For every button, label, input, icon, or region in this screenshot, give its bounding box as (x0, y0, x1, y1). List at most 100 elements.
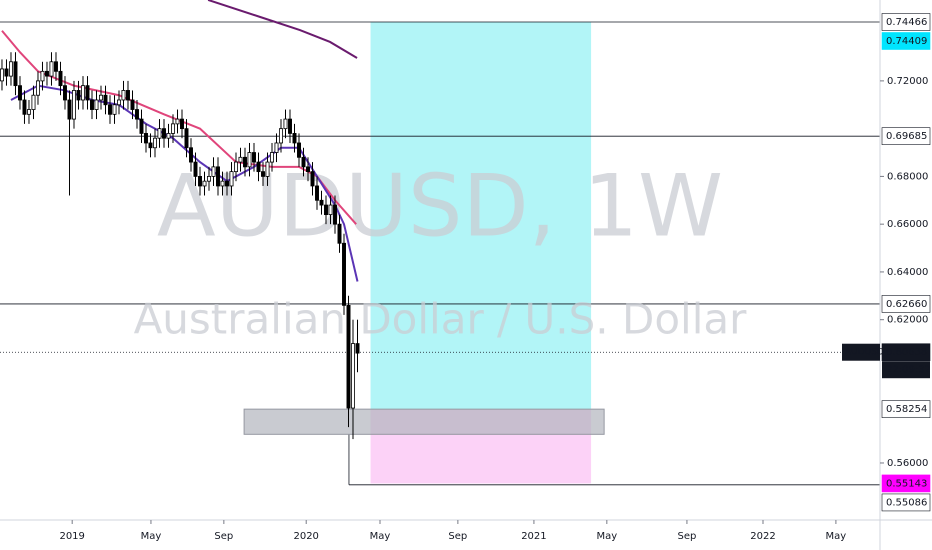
price-badge (881, 295, 931, 313)
candle-body (301, 156, 306, 168)
price-badge (881, 13, 931, 31)
candle-body (76, 90, 81, 101)
candle-body (148, 142, 153, 149)
countdown-label: 22:09:32 (886, 365, 931, 376)
candle-body (297, 142, 301, 158)
candle-body (180, 118, 184, 130)
candle-body (130, 99, 135, 110)
candle-body (166, 133, 171, 139)
candle-body (238, 156, 243, 163)
candle-body (0, 68, 4, 82)
symbol-label: AUDUSD (845, 348, 884, 358)
price-badge-label: 0.58254 (886, 404, 927, 415)
candle-body (283, 118, 288, 130)
candle-body (162, 128, 166, 139)
candle-body (202, 180, 207, 187)
candle-body (351, 343, 355, 409)
candle-body (58, 70, 63, 87)
candle-body (9, 61, 13, 77)
candle-body (333, 204, 337, 225)
candle-body (315, 185, 319, 201)
candle-body (72, 90, 76, 120)
candle-body (157, 128, 162, 139)
target-area (370, 21, 592, 410)
price-badge-label: 0.69685 (886, 131, 927, 142)
candle-body (216, 166, 220, 187)
symbol-badge (842, 343, 880, 361)
candle-body (324, 204, 328, 216)
candle-body (337, 223, 342, 244)
candle-body (144, 133, 148, 144)
price-badge (881, 474, 931, 493)
x-tick-label: Sep (448, 531, 467, 542)
watermark-subtitle: Australian Dollar / U.S. Dollar (134, 295, 748, 344)
support-zone (243, 408, 605, 435)
candle-body (40, 70, 45, 82)
candle-body (193, 161, 198, 177)
candle-body (94, 99, 99, 110)
candle-body (126, 90, 130, 101)
candle-body (229, 171, 234, 187)
candle-body (31, 94, 36, 110)
candle-body (274, 142, 279, 153)
candle-body (85, 85, 90, 101)
candle-body (4, 68, 9, 77)
candle-body (67, 99, 72, 120)
candle-body (234, 161, 238, 173)
candle-body (292, 133, 297, 144)
x-tick-label: 2021 (521, 531, 546, 542)
candle-body (121, 90, 126, 101)
candle-body (184, 128, 189, 149)
candle-body (112, 104, 117, 115)
price-badge (881, 32, 931, 50)
candle-body (198, 176, 202, 187)
price-badge-label: 0.74466 (886, 17, 927, 28)
candle-body (265, 161, 270, 177)
candle-body (45, 70, 49, 77)
candle-body (288, 118, 292, 134)
x-tick-label: 2019 (59, 531, 84, 542)
candle-body (342, 242, 346, 306)
price-badge-label: 0.60638 (886, 347, 927, 358)
candle-body (22, 99, 27, 115)
candle-body (252, 152, 256, 163)
candle-body (36, 80, 40, 96)
y-tick-label: 0.64000 (887, 267, 928, 278)
candle-body (63, 85, 67, 101)
x-tick-label: 2020 (293, 531, 318, 542)
candle-body (328, 204, 333, 216)
x-tick-label: May (141, 531, 162, 542)
candle-body (135, 109, 139, 120)
candle-body (27, 109, 31, 115)
candle-body (117, 99, 121, 106)
price-badge (881, 343, 931, 362)
candle-body (171, 123, 175, 134)
candle-body (261, 171, 265, 177)
candle-body (256, 161, 261, 173)
candle-body (207, 176, 211, 182)
candle-body (153, 137, 157, 149)
y-tick-label: 0.62000 (887, 315, 928, 326)
price-badge-label: 0.55086 (886, 497, 927, 508)
candle-body (355, 343, 360, 354)
price-badge (881, 127, 931, 145)
candle-body (247, 152, 252, 168)
candle-body (225, 180, 229, 187)
candle-body (54, 61, 58, 72)
candle-body (310, 171, 315, 187)
price-badge (881, 493, 931, 512)
price-badge-label: 0.74409 (886, 36, 927, 47)
candle-body (103, 94, 108, 106)
x-tick-label: May (596, 531, 617, 542)
candle-body (270, 152, 274, 163)
candle-body (346, 304, 351, 409)
candle-body (175, 118, 180, 125)
candle-body (319, 199, 324, 206)
price-badge-label: 0.62660 (886, 299, 927, 310)
candle-body (279, 128, 283, 144)
candle-body (211, 166, 216, 177)
candle-body (189, 147, 193, 163)
candle-body (306, 166, 310, 173)
candle-body (49, 61, 54, 77)
